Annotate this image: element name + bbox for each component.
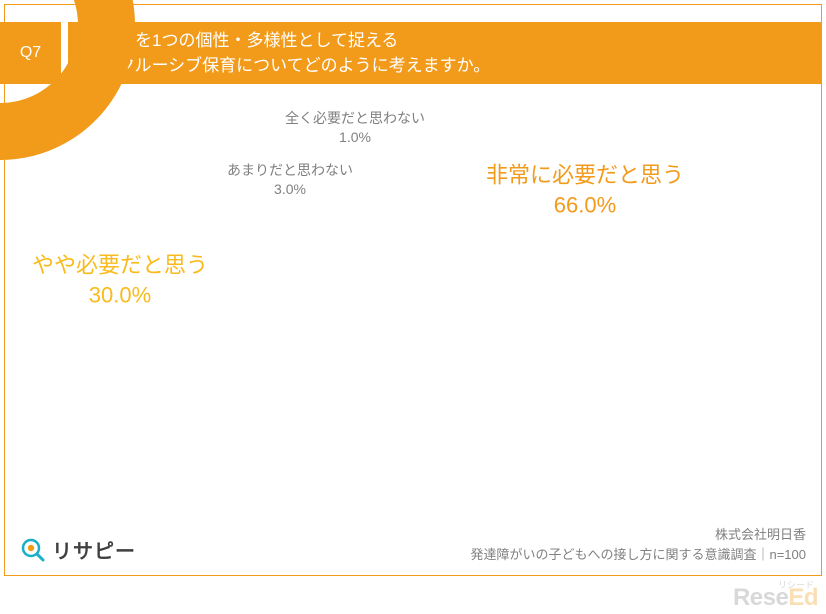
slice-very [0, 0, 135, 160]
footer-survey: 発達障がいの子どもへの接し方に関する意識調査｜n=100 [470, 545, 806, 565]
watermark-sub: リシード [778, 578, 814, 591]
footer-company: 株式会社明日香 [470, 525, 806, 545]
magnifier-icon [20, 537, 46, 563]
label-pct-some: 30.0% [32, 280, 208, 310]
label-pct-notall: 1.0% [285, 128, 425, 147]
label-name-very: 非常に必要だと思う [486, 160, 684, 190]
label-notall: 全く必要だと思わない1.0% [285, 109, 425, 147]
reseed-watermark: リシード ReseEd [733, 584, 818, 612]
label-very: 非常に必要だと思う66.0% [486, 160, 684, 219]
label-some: やや必要だと思う30.0% [32, 250, 208, 309]
label-pct-notso: 3.0% [227, 180, 353, 199]
label-name-notso: あまりだと思わない [227, 161, 353, 180]
risapi-logo: リサピー [20, 535, 136, 564]
label-pct-very: 66.0% [486, 190, 684, 220]
label-name-notall: 全く必要だと思わない [285, 109, 425, 128]
footer-credits: 株式会社明日香 発達障がいの子どもへの接し方に関する意識調査｜n=100 [470, 525, 806, 564]
label-name-some: やや必要だと思う [32, 250, 208, 280]
label-notso: あまりだと思わない3.0% [227, 161, 353, 199]
risapi-logo-text: リサピー [52, 535, 136, 564]
